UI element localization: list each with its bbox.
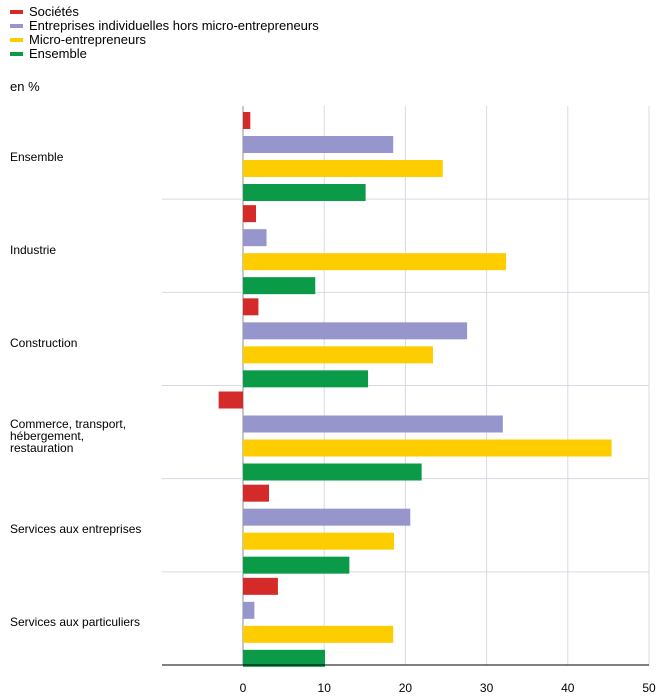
bar-2-0 (243, 160, 443, 177)
bar-3-1 (243, 277, 315, 294)
bar-0-0 (243, 112, 250, 129)
bar-1-1 (243, 229, 267, 246)
bar-2-4 (243, 533, 394, 550)
bar-0-4 (243, 485, 269, 502)
bar-0-3 (219, 392, 243, 409)
bar-1-2 (243, 322, 467, 339)
x-tick-label-50: 50 (642, 681, 656, 695)
bar-0-1 (243, 205, 256, 222)
bar-3-5 (243, 650, 325, 667)
bar-2-1 (243, 253, 506, 270)
bar-2-2 (243, 346, 433, 363)
bar-0-5 (243, 578, 278, 595)
x-tick-label-30: 30 (480, 681, 494, 695)
x-tick-label-40: 40 (561, 681, 575, 695)
bar-2-5 (243, 626, 393, 643)
x-tick-label-0: 0 (240, 681, 247, 695)
bar-2-3 (243, 440, 612, 457)
bar-1-0 (243, 136, 393, 153)
bar-3-2 (243, 370, 368, 387)
bar-3-4 (243, 557, 349, 574)
x-tick-label-10: 10 (318, 681, 332, 695)
bar-1-4 (243, 509, 410, 526)
bar-1-3 (243, 416, 503, 433)
bar-0-2 (243, 298, 258, 315)
bar-1-5 (243, 602, 254, 619)
bar-3-0 (243, 184, 366, 201)
bar-3-3 (243, 464, 422, 481)
x-tick-label-20: 20 (399, 681, 413, 695)
